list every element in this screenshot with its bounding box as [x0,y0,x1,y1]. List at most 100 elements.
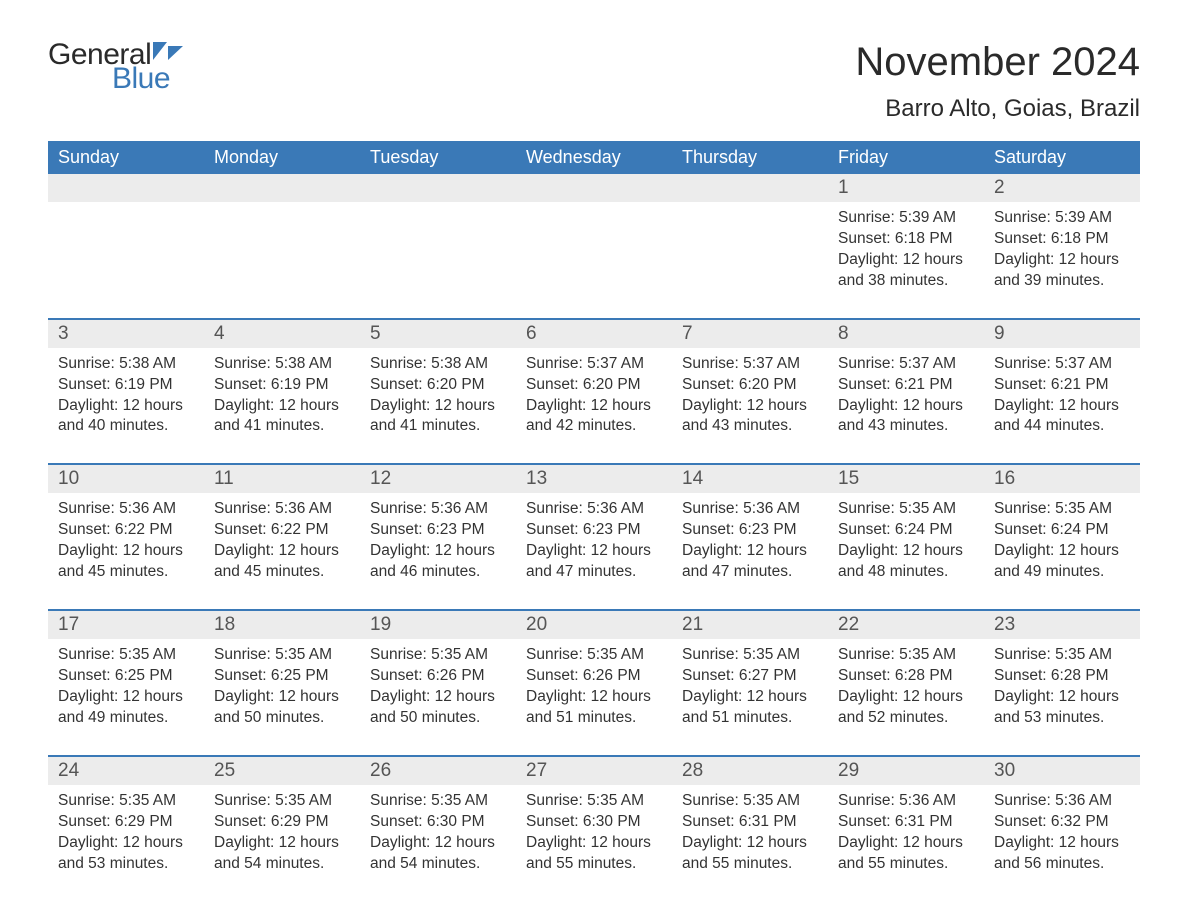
day-number: 8 [838,323,849,344]
day-daylight2: and 38 minutes. [838,271,974,292]
calendar-day: 8 Sunrise: 5:37 AMSunset: 6:21 PMDaylight… [828,320,984,446]
day-number-row [360,174,516,202]
day-number-row: 12 [360,465,516,493]
day-sunrise: Sunrise: 5:36 AM [214,499,350,520]
calendar-week: 10Sunrise: 5:36 AMSunset: 6:22 PMDayligh… [48,463,1140,591]
day-sunrise: Sunrise: 5:35 AM [994,645,1130,666]
header: General Blue November 2024 Barro Alto, G… [48,40,1140,123]
brand-logo: General Blue [48,40,183,94]
calendar-week: 24 Sunrise: 5:35 AMSunset: 6:29 PMDayligh… [48,755,1140,883]
day-body: Sunrise: 5:35 AMSunset: 6:29 PMDaylight:… [48,785,204,875]
day-sunrise: Sunrise: 5:35 AM [214,791,350,812]
day-sunset: Sunset: 6:28 PM [994,666,1130,687]
day-number-row: 7 [672,320,828,348]
day-number-row [48,174,204,202]
day-sunset: Sunset: 6:31 PM [682,812,818,833]
day-sunset: Sunset: 6:28 PM [838,666,974,687]
day-body: Sunrise: 5:38 AMSunset: 6:19 PMDaylight:… [204,348,360,438]
day-sunset: Sunset: 6:31 PM [838,812,974,833]
day-body: Sunrise: 5:35 AMSunset: 6:30 PMDaylight:… [360,785,516,875]
day-daylight2: and 41 minutes. [370,416,506,437]
day-body: Sunrise: 5:38 AMSunset: 6:19 PMDaylight:… [48,348,204,438]
day-body: Sunrise: 5:35 AMSunset: 6:29 PMDaylight:… [204,785,360,875]
day-daylight2: and 47 minutes. [682,562,818,583]
day-sunset: Sunset: 6:24 PM [838,520,974,541]
day-number-row: 22 [828,611,984,639]
day-body: Sunrise: 5:36 AMSunset: 6:32 PMDaylight:… [984,785,1140,875]
day-daylight1: Daylight: 12 hours [838,833,974,854]
day-daylight2: and 45 minutes. [58,562,194,583]
day-daylight2: and 44 minutes. [994,416,1130,437]
brand-blue-text: Blue [112,64,183,94]
day-sunset: Sunset: 6:20 PM [370,375,506,396]
calendar-day: 26Sunrise: 5:35 AMSunset: 6:30 PMDayligh… [360,757,516,883]
day-daylight1: Daylight: 12 hours [370,687,506,708]
day-number-row: 2 [984,174,1140,202]
day-daylight2: and 47 minutes. [526,562,662,583]
day-number-row: 6 [516,320,672,348]
day-sunset: Sunset: 6:20 PM [526,375,662,396]
day-number-row: 19 [360,611,516,639]
calendar-day: 4Sunrise: 5:38 AMSunset: 6:19 PMDaylight… [204,320,360,446]
day-sunset: Sunset: 6:19 PM [214,375,350,396]
calendar-day: 11Sunrise: 5:36 AMSunset: 6:22 PMDayligh… [204,465,360,591]
day-sunset: Sunset: 6:19 PM [58,375,194,396]
weekday-header-row: SundayMondayTuesdayWednesdayThursdayFrid… [48,141,1140,174]
day-number: 27 [526,760,547,781]
day-daylight1: Daylight: 12 hours [214,396,350,417]
calendar-week: 1Sunrise: 5:39 AMSunset: 6:18 PMDaylight… [48,174,1140,300]
day-sunset: Sunset: 6:18 PM [838,229,974,250]
day-body: Sunrise: 5:35 AMSunset: 6:28 PMDaylight:… [984,639,1140,729]
day-number: 25 [214,760,235,781]
day-sunset: Sunset: 6:21 PM [994,375,1130,396]
day-daylight1: Daylight: 12 hours [526,687,662,708]
calendar-day: 30 Sunrise: 5:36 AMSunset: 6:32 PMDayligh… [984,757,1140,883]
day-body: Sunrise: 5:35 AMSunset: 6:31 PMDaylight:… [672,785,828,875]
day-number: 23 [994,614,1015,635]
weekday-header: Wednesday [516,141,672,174]
day-sunset: Sunset: 6:27 PM [682,666,818,687]
day-body: Sunrise: 5:37 AMSunset: 6:20 PMDaylight:… [672,348,828,438]
day-number: 14 [682,468,703,489]
day-daylight1: Daylight: 12 hours [994,541,1130,562]
day-number-row: 17 [48,611,204,639]
day-daylight2: and 43 minutes. [682,416,818,437]
day-number-row: 23 [984,611,1140,639]
day-body: Sunrise: 5:39 AMSunset: 6:18 PMDaylight:… [984,202,1140,292]
day-sunset: Sunset: 6:22 PM [214,520,350,541]
day-body: Sunrise: 5:37 AMSunset: 6:21 PMDaylight:… [828,348,984,438]
flag-icon [153,42,183,64]
calendar-day: 24 Sunrise: 5:35 AMSunset: 6:29 PMDayligh… [48,757,204,883]
calendar-day: 28 Sunrise: 5:35 AMSunset: 6:31 PMDayligh… [672,757,828,883]
day-number: 30 [994,760,1015,781]
day-body: Sunrise: 5:37 AMSunset: 6:20 PMDaylight:… [516,348,672,438]
day-number-row: 25 [204,757,360,785]
day-number-row: 26 [360,757,516,785]
calendar-day: 17Sunrise: 5:35 AMSunset: 6:25 PMDayligh… [48,611,204,737]
day-number-row: 21 [672,611,828,639]
day-daylight2: and 54 minutes. [214,854,350,875]
day-number: 18 [214,614,235,635]
day-daylight1: Daylight: 12 hours [370,833,506,854]
weekday-header: Sunday [48,141,204,174]
day-number: 28 [682,760,703,781]
day-daylight2: and 49 minutes. [994,562,1130,583]
day-body: Sunrise: 5:36 AMSunset: 6:23 PMDaylight:… [516,493,672,583]
day-daylight1: Daylight: 12 hours [994,396,1130,417]
day-sunrise: Sunrise: 5:38 AM [214,354,350,375]
day-sunrise: Sunrise: 5:35 AM [994,499,1130,520]
day-sunrise: Sunrise: 5:35 AM [526,791,662,812]
calendar: SundayMondayTuesdayWednesdayThursdayFrid… [48,141,1140,882]
day-sunrise: Sunrise: 5:35 AM [370,645,506,666]
day-daylight1: Daylight: 12 hours [682,541,818,562]
day-number: 16 [994,468,1015,489]
day-number: 2 [994,177,1005,198]
day-daylight1: Daylight: 12 hours [370,396,506,417]
day-number-row: 24 [48,757,204,785]
day-sunrise: Sunrise: 5:35 AM [526,645,662,666]
day-number-row: 16 [984,465,1140,493]
day-number: 17 [58,614,79,635]
day-number: 24 [58,760,79,781]
calendar-day: 10Sunrise: 5:36 AMSunset: 6:22 PMDayligh… [48,465,204,591]
day-number-row [204,174,360,202]
